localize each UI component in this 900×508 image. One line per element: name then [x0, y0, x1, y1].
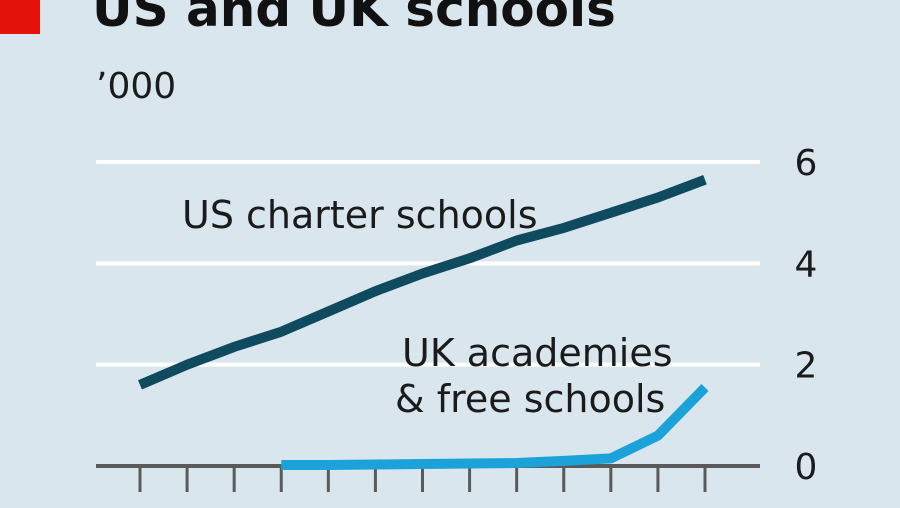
series-label-uk-line-1: UK academies	[402, 331, 673, 375]
accent-block	[0, 0, 40, 34]
y-tick-label-4: 4	[795, 244, 818, 285]
y-tick-label-0: 0	[795, 447, 818, 488]
unit-label: ’000	[96, 66, 176, 107]
series-lines	[138, 175, 709, 470]
series-line-uk-academies	[281, 384, 709, 470]
series-label-us-charter-schools: US charter schools	[182, 193, 538, 237]
y-axis-tick-labels: 0 2 4 6	[795, 143, 818, 488]
series-label-uk-line-2: & free schools	[395, 377, 665, 421]
series-line-us-charter-schools	[138, 175, 707, 390]
x-axis-ticks	[138, 466, 707, 492]
y-tick-label-2: 2	[795, 346, 818, 387]
y-tick-label-6: 6	[795, 143, 818, 184]
chart-title: US and UK schools	[92, 0, 616, 38]
